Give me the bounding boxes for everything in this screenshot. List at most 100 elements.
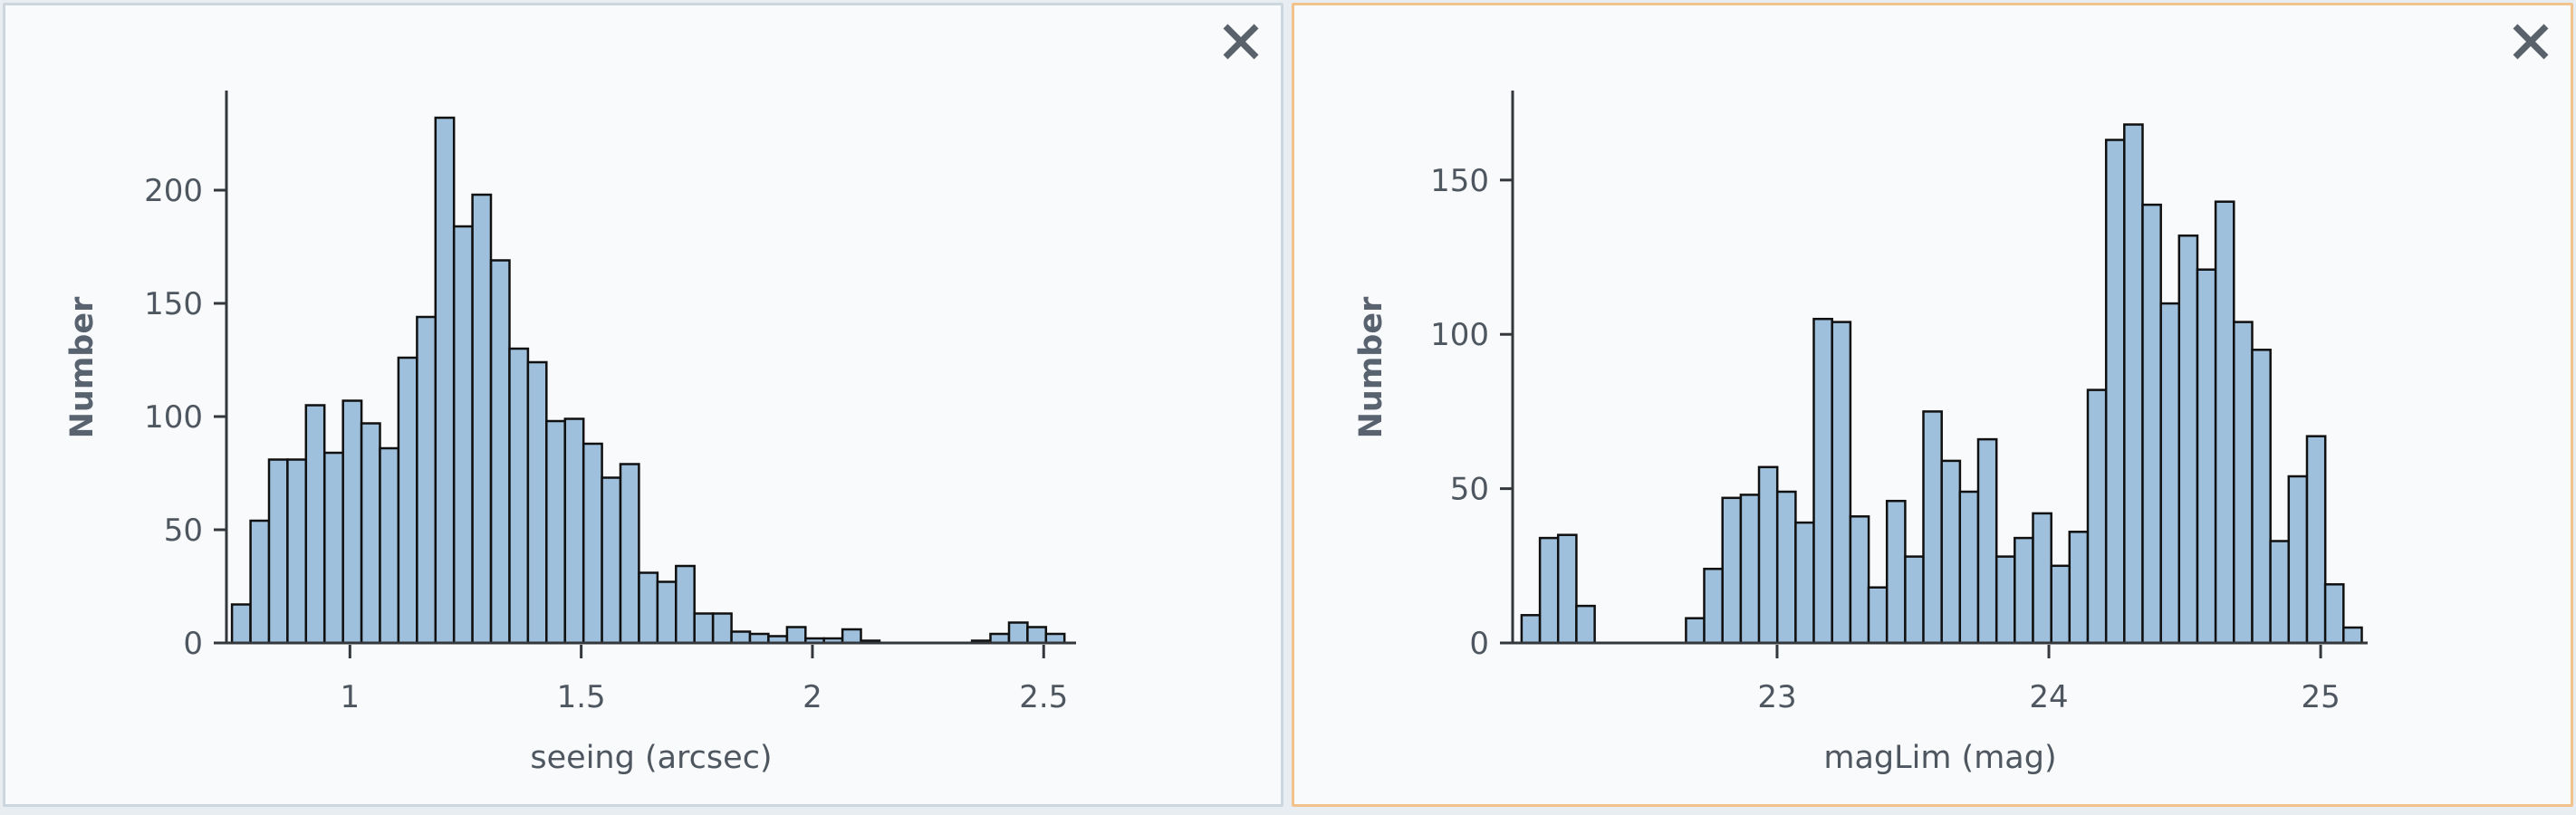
- histogram-bar[interactable]: [323, 451, 344, 645]
- axes: 0 50 100 150 23 24 25: [1430, 91, 2368, 715]
- histogram-bar[interactable]: [730, 630, 752, 645]
- histogram-bar[interactable]: [601, 476, 622, 645]
- plot-area-seeing[interactable]: 0 50 100 150 200 1 1.5 2 2.5: [144, 91, 1076, 715]
- close-button[interactable]: [1217, 18, 1264, 65]
- histogram-bar[interactable]: [2104, 139, 2126, 645]
- histogram-bar[interactable]: [1922, 410, 1943, 645]
- histogram-bar[interactable]: [1026, 626, 1048, 645]
- x-tick-label: 23: [1757, 679, 1796, 715]
- histogram-bar[interactable]: [2342, 626, 2363, 645]
- axes: 0 50 100 150 200 1 1.5 2 2.5: [144, 91, 1076, 715]
- histogram-bar[interactable]: [434, 116, 456, 645]
- histogram-bar[interactable]: [1994, 555, 2016, 645]
- histogram-bar[interactable]: [1794, 521, 1815, 645]
- histogram-bar[interactable]: [2141, 203, 2162, 645]
- histogram-bar[interactable]: [267, 458, 289, 645]
- histogram-bar[interactable]: [638, 571, 659, 645]
- seeing-histogram-chart[interactable]: 0 50 100 150 200 1 1.5 2 2.5 seeing (arcsec) Num…: [5, 5, 1281, 804]
- histogram-bar[interactable]: [563, 417, 585, 645]
- histogram-bar[interactable]: [1849, 515, 1870, 645]
- panel-seeing-histogram[interactable]: 0 50 100 150 200 1 1.5 2 2.5 seeing (arcsec) Num…: [3, 3, 1283, 807]
- histogram-bar[interactable]: [2214, 200, 2235, 645]
- histogram-bar[interactable]: [545, 419, 566, 645]
- histogram-bar[interactable]: [619, 463, 640, 645]
- histogram-bar[interactable]: [1575, 604, 1596, 645]
- histogram-bars[interactable]: [230, 116, 1066, 645]
- histogram-bar[interactable]: [2086, 388, 2108, 645]
- histogram-bar[interactable]: [2050, 564, 2071, 645]
- histogram-bar[interactable]: [1685, 617, 1706, 645]
- histogram-bar[interactable]: [2159, 302, 2181, 645]
- histogram-bar[interactable]: [2287, 475, 2309, 645]
- close-icon: [2513, 24, 2549, 60]
- histogram-bar[interactable]: [1812, 317, 1833, 645]
- histogram-bar[interactable]: [397, 356, 418, 645]
- histogram-bar[interactable]: [2323, 583, 2345, 645]
- histogram-bar[interactable]: [785, 626, 807, 645]
- histogram-bar[interactable]: [526, 360, 548, 645]
- x-tick-label: 1.5: [557, 679, 606, 715]
- histogram-bar[interactable]: [2251, 349, 2272, 645]
- y-tick-label: 0: [183, 626, 203, 662]
- histogram-bar[interactable]: [2196, 268, 2217, 645]
- y-tick-label: 50: [164, 513, 203, 549]
- maglim-histogram-chart[interactable]: 0 50 100 150 23 24 25 magLim (mag) Number: [1294, 5, 2571, 804]
- histogram-bar[interactable]: [1757, 465, 1779, 645]
- y-tick-label: 100: [144, 399, 203, 436]
- histogram-bar[interactable]: [1904, 555, 1925, 645]
- plot-area-maglim[interactable]: 0 50 100 150 23 24 25: [1430, 91, 2368, 715]
- histogram-bar[interactable]: [286, 458, 308, 645]
- histogram-bar[interactable]: [2233, 321, 2254, 645]
- histogram-bar[interactable]: [1775, 490, 1797, 645]
- y-tick-label: 200: [144, 173, 203, 209]
- histogram-bar[interactable]: [489, 259, 511, 645]
- histogram-bar[interactable]: [711, 612, 733, 645]
- histogram-bar[interactable]: [1007, 621, 1029, 645]
- histogram-bar[interactable]: [1976, 437, 1998, 645]
- x-tick-label: 25: [2301, 679, 2340, 715]
- histogram-bar[interactable]: [230, 603, 252, 645]
- histogram-bar[interactable]: [471, 193, 493, 645]
- histogram-bar[interactable]: [249, 519, 271, 645]
- close-icon: [1223, 24, 1259, 60]
- x-tick-label: 24: [2029, 679, 2068, 715]
- histogram-bar[interactable]: [508, 347, 530, 645]
- histogram-bar[interactable]: [452, 225, 474, 645]
- histogram-bar[interactable]: [2014, 536, 2034, 645]
- close-button[interactable]: [2507, 18, 2554, 65]
- histogram-bar[interactable]: [2269, 540, 2291, 645]
- histogram-bar[interactable]: [2123, 123, 2144, 645]
- histogram-bar[interactable]: [1885, 499, 1907, 645]
- x-tick-label: 1: [341, 679, 360, 715]
- histogram-bar[interactable]: [1520, 614, 1542, 645]
- histogram-bar[interactable]: [693, 612, 715, 645]
- histogram-bar[interactable]: [1703, 567, 1724, 645]
- y-axis-title: Number: [64, 296, 101, 438]
- histogram-bars[interactable]: [1520, 123, 2363, 645]
- panel-maglim-histogram[interactable]: 0 50 100 150 23 24 25 magLim (mag) Number: [1292, 3, 2573, 807]
- histogram-bar[interactable]: [341, 399, 363, 645]
- histogram-bar[interactable]: [304, 404, 326, 645]
- histogram-bar[interactable]: [1739, 494, 1761, 645]
- histogram-bar[interactable]: [1958, 490, 1980, 645]
- histogram-bar[interactable]: [841, 628, 862, 645]
- histogram-bar[interactable]: [2032, 512, 2052, 645]
- histogram-bar[interactable]: [2068, 531, 2090, 645]
- histogram-bar[interactable]: [360, 422, 381, 645]
- histogram-bar[interactable]: [675, 564, 696, 645]
- x-tick-label: 2.5: [1019, 679, 1068, 715]
- histogram-bar[interactable]: [656, 580, 678, 645]
- histogram-bar[interactable]: [1831, 321, 1852, 645]
- histogram-bar[interactable]: [582, 442, 603, 645]
- histogram-bar[interactable]: [1940, 459, 1962, 645]
- histogram-bar[interactable]: [1867, 586, 1889, 645]
- histogram-bar[interactable]: [2177, 234, 2199, 645]
- histogram-bar[interactable]: [416, 315, 437, 645]
- histogram-bar[interactable]: [2305, 435, 2327, 645]
- histogram-bar[interactable]: [1538, 536, 1560, 645]
- y-tick-label: 150: [1430, 163, 1489, 199]
- y-tick-label: 50: [1450, 472, 1489, 508]
- histogram-bar[interactable]: [1721, 496, 1743, 645]
- histogram-bar[interactable]: [1556, 533, 1578, 645]
- histogram-bar[interactable]: [379, 446, 400, 645]
